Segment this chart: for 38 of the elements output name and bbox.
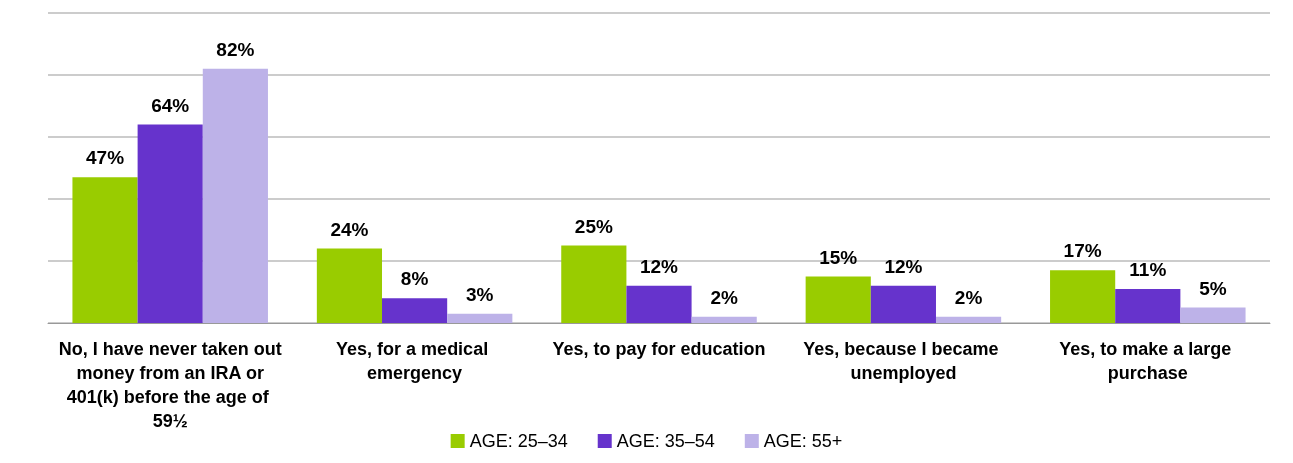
legend-label: AGE: 35–54 (616, 431, 715, 451)
data-label: 2% (710, 286, 739, 308)
data-label: 11% (1129, 258, 1167, 280)
data-label: 12% (639, 255, 679, 277)
bar (316, 248, 383, 323)
data-label: 8% (400, 268, 429, 290)
bar (382, 298, 448, 323)
bar (202, 68, 268, 323)
x-tick-label: No, I have never taken out money from an IRA or 401(k) before the age of 59½ (58, 339, 282, 431)
x-tick-label: Yes, for a medical emergency (336, 339, 494, 383)
bar (805, 276, 871, 323)
x-tick-label: Yes, because I became unemployed (803, 339, 1004, 383)
bar (626, 285, 692, 323)
bar (447, 313, 513, 323)
bar (1050, 270, 1116, 323)
data-label: 2% (954, 286, 983, 308)
bar (1115, 288, 1181, 323)
legend-label: AGE: 55+ (763, 431, 843, 451)
x-tick-label: Yes, to pay for education (552, 339, 766, 359)
data-label: 3% (466, 283, 494, 305)
data-label: 17% (1063, 240, 1102, 262)
bar (870, 285, 936, 323)
data-label: 24% (330, 218, 369, 240)
bar (1180, 307, 1246, 323)
bar (691, 316, 757, 323)
data-label: 64% (151, 94, 190, 116)
data-label: 15% (819, 246, 858, 268)
data-label: 5% (1199, 277, 1227, 299)
bar (137, 124, 203, 323)
legend-label: AGE: 25–34 (469, 431, 568, 451)
bar (935, 316, 1002, 323)
bar (72, 177, 138, 323)
data-label: 25% (574, 215, 613, 237)
data-label: 82% (216, 38, 255, 60)
data-label: 47% (86, 147, 125, 169)
data-label: 12% (884, 255, 923, 277)
bar (561, 245, 627, 323)
x-tick-label: Yes, to make a large purchase (1059, 339, 1237, 383)
